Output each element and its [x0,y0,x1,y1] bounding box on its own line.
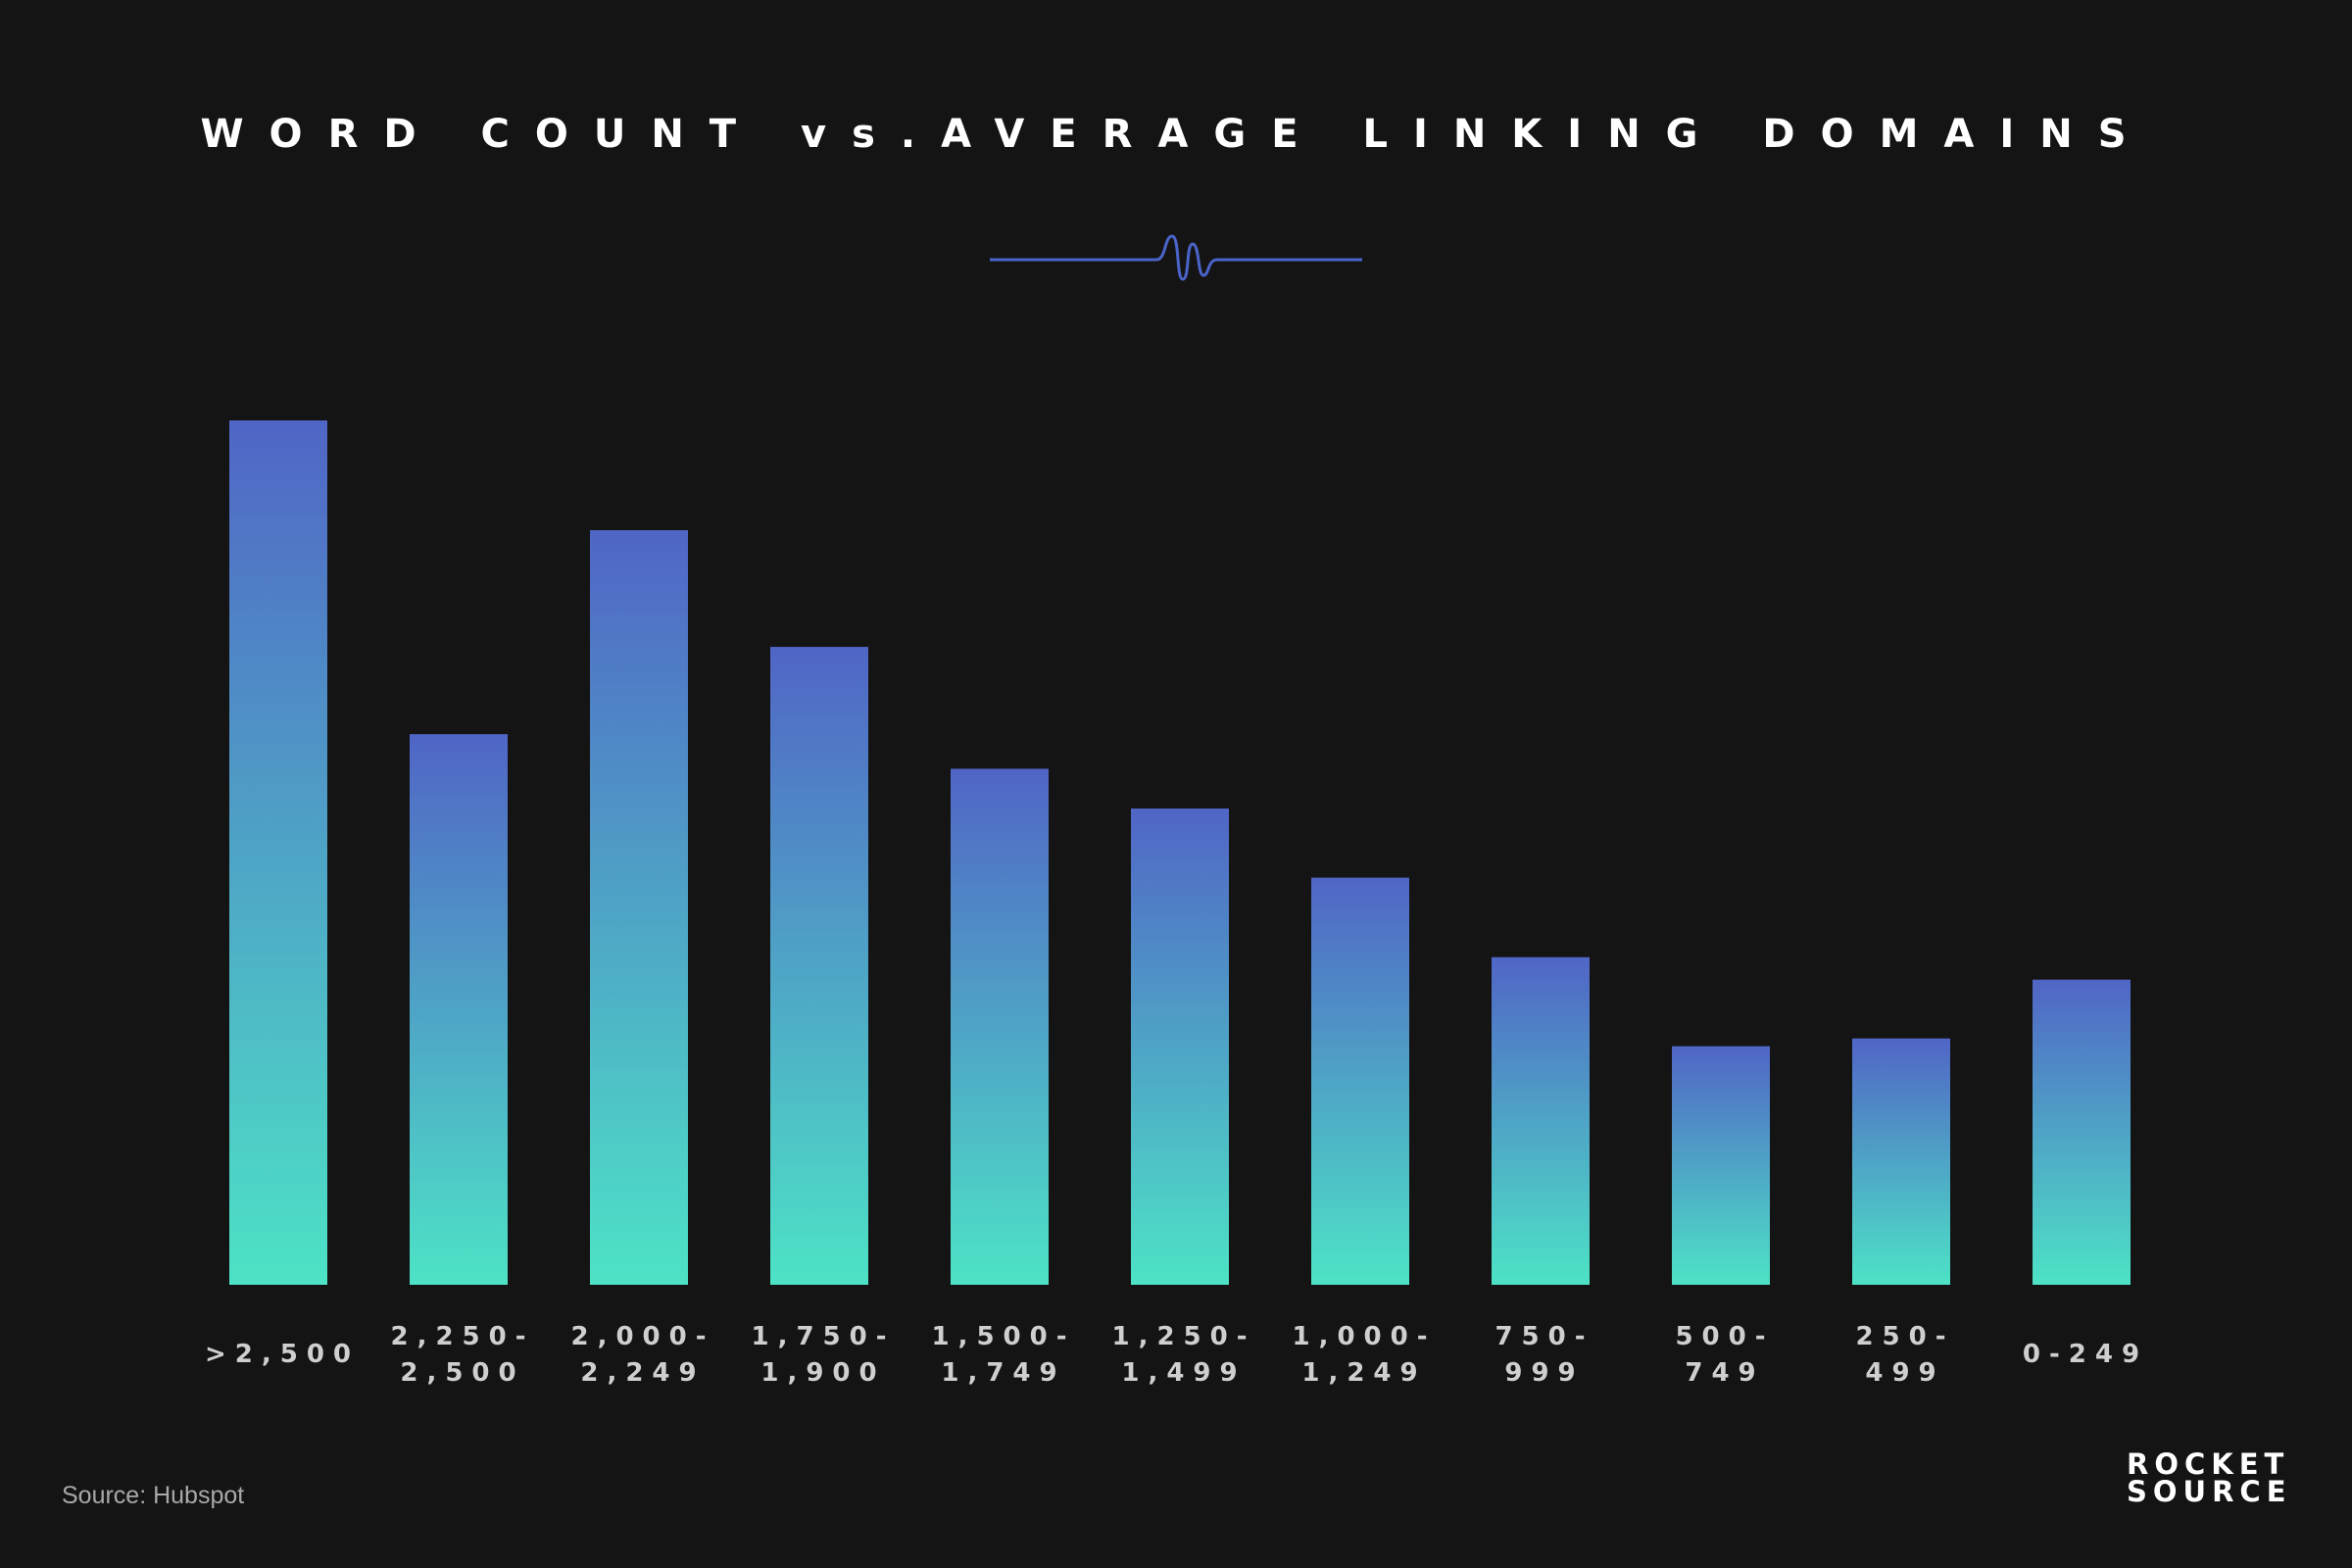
x-tick-labels: >2,500 2,250-2,500 2,000-2,249 1,750-1,900 1… [205,1322,2148,1388]
bar-10 [1852,1038,1950,1285]
x-tick-label-2: 2,250-2,500 [390,1322,534,1388]
bar-1 [229,420,327,1285]
sound-wave-icon [990,234,1362,281]
x-tick-label-9: 500-749 [1675,1322,1774,1388]
rocket-source-logo: ROCKET SOURCE [2127,1447,2303,1508]
bars-group [229,420,2131,1285]
source-note: Source: Hubspot [62,1482,245,1509]
logo-line-2: SOURCE [2127,1475,2292,1508]
bar-4 [770,647,868,1285]
x-tick-label-3: 2,000-2,249 [570,1322,714,1388]
x-tick-label-8: 750-999 [1494,1322,1593,1388]
bar-11 [2033,979,2131,1285]
bar-7 [1311,877,1409,1285]
logo-line-1: ROCKET [2127,1447,2290,1481]
x-tick-label-10: 250-499 [1855,1322,1954,1388]
bar-3 [590,530,688,1285]
bar-6 [1131,808,1229,1285]
bar-9 [1672,1046,1770,1285]
x-tick-label-4: 1,750-1,900 [751,1322,895,1388]
x-tick-label-7: 1,000-1,249 [1292,1322,1436,1388]
x-tick-label-5: 1,500-1,749 [931,1322,1075,1388]
chart-title: WORD COUNT vs.AVERAGE LINKING DOMAINS [200,112,2152,157]
x-tick-label-11: 0-249 [2023,1340,2148,1369]
x-tick-label-6: 1,250-1,499 [1111,1322,1255,1388]
bar-2 [410,734,508,1285]
x-tick-label-1: >2,500 [205,1340,360,1369]
bar-8 [1492,956,1590,1285]
bar-5 [951,768,1049,1285]
